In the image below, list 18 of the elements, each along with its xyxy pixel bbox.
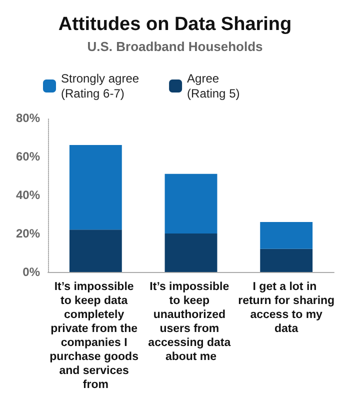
y-tick-label: 20% xyxy=(16,226,40,240)
x-tick-label: I get a lot in return for sharing access to my data xyxy=(238,281,335,335)
y-tick-label: 40% xyxy=(16,188,40,202)
bar xyxy=(69,230,122,272)
legend-label: Agree (Rating 5) xyxy=(187,72,240,100)
y-tick-label: 0% xyxy=(22,265,40,279)
bar xyxy=(164,174,218,234)
bar xyxy=(260,222,313,249)
chart-subtitle: U.S. Broadband Households xyxy=(87,39,263,54)
bar xyxy=(69,144,122,230)
chart-title: Attitudes on Data Sharing xyxy=(58,14,292,35)
x-tick-label: It’s impossible to keep data completely private from the companies I purchase goods and services from xyxy=(50,281,142,391)
bar xyxy=(260,248,313,272)
x-tick-label: It’s impossible to keep unauthorized users from accessing data about me xyxy=(148,281,234,363)
y-tick-label: 60% xyxy=(16,150,40,164)
y-tick-label: 80% xyxy=(16,111,40,125)
legend-label: Strongly agree (Rating 6-7) xyxy=(61,72,140,100)
bar xyxy=(164,234,218,272)
